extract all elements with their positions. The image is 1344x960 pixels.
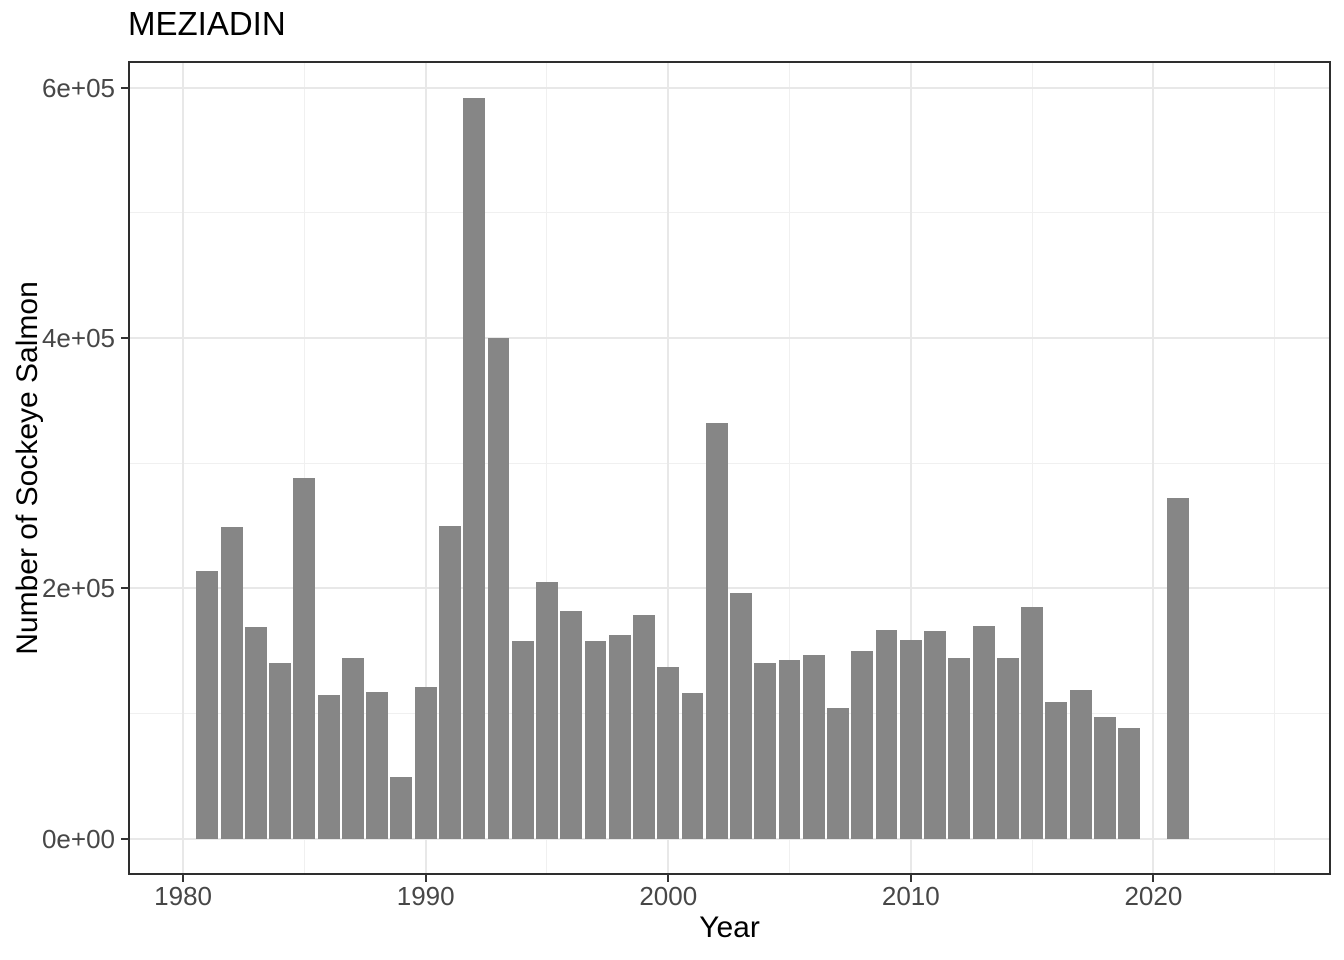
bar-1998 (608, 634, 631, 839)
bar-2018 (1093, 717, 1116, 839)
bar-1991 (439, 525, 461, 839)
x-tick-mark (424, 874, 427, 882)
bar-2013 (972, 625, 995, 839)
bar-2010 (899, 639, 922, 839)
bar-1984 (269, 663, 292, 839)
y-tick-label: 0e+00 (41, 823, 115, 854)
bar-2000 (657, 667, 680, 839)
y-tick-label: 6e+05 (41, 72, 115, 103)
bar-2007 (827, 708, 849, 839)
x-axis-title: Year (699, 911, 760, 944)
gridline-x-minor (1031, 62, 1033, 874)
x-tick-mark (1152, 874, 1155, 882)
bar-2012 (948, 658, 971, 839)
x-tick-mark (667, 874, 670, 882)
x-tick-mark (182, 874, 185, 882)
bar-1988 (366, 692, 389, 839)
bar-1987 (341, 658, 364, 839)
gridline-y-minor (129, 712, 1330, 714)
x-tick-label: 1980 (154, 881, 213, 911)
bar-2011 (924, 630, 946, 839)
y-tick-label: 2e+05 (41, 573, 115, 604)
chart-title: MEZIADIN (128, 5, 286, 42)
bar-2008 (851, 650, 874, 839)
gridline-x-minor (789, 62, 791, 874)
bar-1992 (463, 97, 486, 839)
bar-1993 (487, 337, 510, 839)
y-tick-label: 4e+05 (41, 322, 115, 353)
bar-2006 (802, 654, 825, 839)
bar-1981 (196, 570, 219, 839)
bar-1994 (511, 640, 534, 839)
bar-1985 (293, 478, 316, 839)
y-tick-mark (121, 336, 129, 339)
y-tick-mark (121, 837, 129, 840)
gridline-x-major (909, 62, 912, 874)
gridline-x-minor (546, 62, 548, 874)
bar-1983 (244, 627, 267, 839)
gridline-y-minor (129, 212, 1330, 214)
bar-2001 (681, 693, 704, 839)
y-tick-mark (121, 587, 129, 590)
bar-1982 (220, 526, 243, 839)
bar-2021 (1166, 498, 1189, 839)
bar-2014 (996, 658, 1019, 839)
gridline-x-major (667, 62, 670, 874)
bar-2015 (1021, 607, 1044, 839)
bar-2017 (1069, 689, 1092, 839)
gridline-x-minor (303, 62, 305, 874)
y-tick-mark (121, 86, 129, 89)
bar-1995 (536, 581, 558, 839)
bar-2019 (1118, 728, 1141, 839)
gridline-y-major (129, 837, 1330, 840)
gridline-x-major (424, 62, 427, 874)
gridline-x-major (182, 62, 185, 874)
bar-1990 (414, 687, 437, 839)
gridline-y-major (129, 587, 1330, 590)
bar-1996 (560, 610, 583, 839)
x-tick-label: 2010 (881, 881, 940, 911)
x-tick-label: 2020 (1124, 881, 1183, 911)
bar-1997 (584, 640, 607, 839)
gridline-y-major (129, 86, 1330, 89)
gridline-y-minor (129, 462, 1330, 464)
bar-2009 (875, 629, 898, 839)
bar-1989 (390, 777, 413, 839)
bar-2016 (1045, 702, 1068, 839)
bar-1986 (317, 694, 340, 839)
bar-2005 (778, 659, 801, 839)
plot-panel (129, 62, 1330, 874)
bar-2002 (705, 423, 728, 839)
bar-1999 (633, 614, 655, 839)
gridline-x-minor (1274, 62, 1276, 874)
gridline-y-major (129, 336, 1330, 339)
x-tick-label: 1990 (396, 881, 455, 911)
x-tick-mark (909, 874, 912, 882)
x-tick-label: 2000 (639, 881, 698, 911)
bar-2003 (730, 593, 752, 839)
bar-2004 (754, 663, 777, 839)
gridline-x-major (1152, 62, 1155, 874)
